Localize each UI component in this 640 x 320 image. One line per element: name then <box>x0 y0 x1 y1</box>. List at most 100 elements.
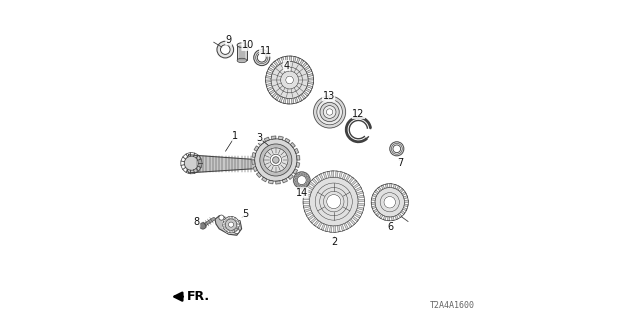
Polygon shape <box>272 92 277 98</box>
Polygon shape <box>229 230 231 233</box>
Polygon shape <box>223 227 227 230</box>
Circle shape <box>217 41 234 58</box>
Polygon shape <box>298 96 302 101</box>
Circle shape <box>294 182 297 184</box>
Circle shape <box>271 61 308 99</box>
Circle shape <box>296 174 299 176</box>
Polygon shape <box>374 190 379 194</box>
Ellipse shape <box>237 58 247 63</box>
Polygon shape <box>376 212 380 216</box>
Circle shape <box>286 76 293 84</box>
Circle shape <box>305 174 307 176</box>
Polygon shape <box>394 184 396 188</box>
Circle shape <box>314 96 346 128</box>
Polygon shape <box>348 177 354 183</box>
Polygon shape <box>293 56 296 62</box>
Polygon shape <box>354 213 361 218</box>
Polygon shape <box>268 68 274 72</box>
Text: 12: 12 <box>352 108 365 119</box>
Circle shape <box>260 144 292 176</box>
Polygon shape <box>316 176 321 182</box>
Polygon shape <box>234 217 236 220</box>
Polygon shape <box>332 171 334 177</box>
Polygon shape <box>293 169 298 174</box>
Circle shape <box>326 195 341 209</box>
Polygon shape <box>227 217 230 220</box>
Polygon shape <box>287 99 290 104</box>
Polygon shape <box>279 97 283 102</box>
Circle shape <box>302 173 305 175</box>
Polygon shape <box>308 215 314 220</box>
Polygon shape <box>253 166 257 172</box>
Polygon shape <box>301 94 306 99</box>
Polygon shape <box>252 153 256 157</box>
Circle shape <box>384 196 396 208</box>
Circle shape <box>299 173 301 175</box>
Polygon shape <box>353 183 360 188</box>
Circle shape <box>219 215 224 220</box>
Polygon shape <box>276 181 280 184</box>
Polygon shape <box>372 206 376 209</box>
Polygon shape <box>335 171 338 178</box>
Polygon shape <box>358 195 364 198</box>
Polygon shape <box>397 186 400 190</box>
Polygon shape <box>308 82 314 84</box>
Polygon shape <box>291 142 295 148</box>
Circle shape <box>307 179 309 181</box>
Text: 14: 14 <box>296 188 308 198</box>
Circle shape <box>299 185 301 188</box>
Polygon shape <box>305 189 312 193</box>
Circle shape <box>253 50 270 66</box>
Ellipse shape <box>237 43 247 47</box>
Polygon shape <box>303 205 310 208</box>
Polygon shape <box>342 173 346 180</box>
Polygon shape <box>254 146 259 151</box>
Polygon shape <box>307 85 313 89</box>
Polygon shape <box>404 196 408 199</box>
Polygon shape <box>325 225 328 232</box>
Circle shape <box>228 222 234 227</box>
Polygon shape <box>404 200 408 202</box>
Circle shape <box>294 179 297 181</box>
Polygon shape <box>319 174 324 180</box>
Polygon shape <box>304 208 311 212</box>
Polygon shape <box>288 174 293 180</box>
Circle shape <box>305 184 307 187</box>
Polygon shape <box>323 172 327 179</box>
Polygon shape <box>385 184 388 188</box>
Polygon shape <box>303 197 310 200</box>
Polygon shape <box>392 217 394 221</box>
Polygon shape <box>281 57 285 63</box>
Circle shape <box>200 223 206 229</box>
Polygon shape <box>272 162 281 168</box>
Polygon shape <box>347 221 352 228</box>
Polygon shape <box>268 180 273 184</box>
Polygon shape <box>371 202 375 204</box>
Polygon shape <box>356 191 364 195</box>
Polygon shape <box>390 184 392 188</box>
Polygon shape <box>271 64 276 69</box>
Circle shape <box>270 154 282 166</box>
Polygon shape <box>302 62 307 68</box>
Polygon shape <box>296 163 300 167</box>
Polygon shape <box>330 226 332 232</box>
Circle shape <box>266 56 314 104</box>
Polygon shape <box>223 225 225 227</box>
Polygon shape <box>356 210 362 214</box>
Polygon shape <box>262 177 267 182</box>
Text: 10: 10 <box>242 40 254 51</box>
Circle shape <box>310 177 358 226</box>
Polygon shape <box>223 221 226 223</box>
Text: 1: 1 <box>232 131 238 141</box>
Polygon shape <box>402 192 406 196</box>
Text: 5: 5 <box>243 209 249 220</box>
Circle shape <box>317 99 342 125</box>
Polygon shape <box>236 220 239 222</box>
Polygon shape <box>231 216 233 219</box>
Circle shape <box>234 228 239 234</box>
Polygon shape <box>268 87 273 91</box>
Polygon shape <box>290 56 292 61</box>
Polygon shape <box>388 217 390 221</box>
Polygon shape <box>271 136 276 139</box>
Text: 7: 7 <box>397 158 403 168</box>
